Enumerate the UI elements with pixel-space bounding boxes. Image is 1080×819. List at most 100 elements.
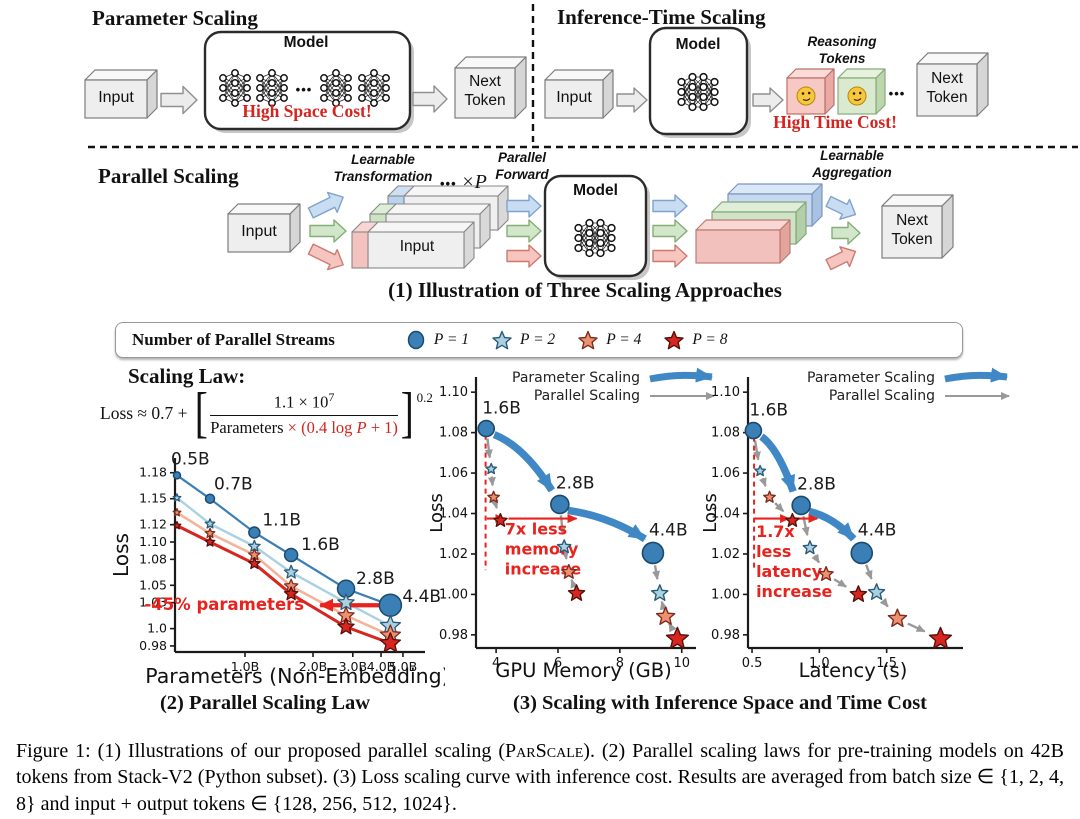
neural-network-icon: [574, 218, 616, 258]
parallel-scaling-law-chart: 1.18 1.15 1.12 1.10 1.08 1.05 1.03 1.0 0.98 1.0B 2…: [109, 449, 445, 688]
svg-text:1.00: 1.00: [439, 587, 468, 602]
gpu-memory-chart: 1.10 1.08 1.06 1.04 1.02 1.00 0.98 4 6 8 10 Loss GPU…: [430, 367, 715, 682]
parallel-scaling-panel: [227, 174, 954, 280]
svg-text:Parameter Scaling: Parameter Scaling: [512, 370, 640, 386]
reasoning-token-red-cube: [786, 68, 835, 115]
svg-text:1.06: 1.06: [711, 466, 740, 481]
svg-text:5.0B: 5.0B: [389, 659, 417, 674]
svg-text:3.0B: 3.0B: [339, 659, 367, 674]
p8-star-marker: [664, 330, 685, 350]
legend-item-p4: P = 4: [577, 329, 641, 351]
ellipsis: •••: [295, 82, 313, 97]
stacked-input-label: Input: [399, 238, 435, 255]
svg-text:1.08: 1.08: [711, 426, 740, 441]
svg-text:1.06: 1.06: [439, 466, 468, 481]
svg-text:4.4B: 4.4B: [858, 520, 897, 540]
svg-text:1.08: 1.08: [439, 426, 468, 441]
arrow-icon: [752, 87, 784, 113]
stacked-input-boxes: [351, 185, 509, 269]
arrow-icon: [412, 85, 448, 113]
parallel-forward-arrows: [506, 194, 542, 268]
svg-text:1.10: 1.10: [439, 385, 468, 400]
learnable-transformation-label: Learnable Transformation: [333, 152, 433, 184]
diagram-graphics: [84, 4, 1078, 280]
reasoning-tokens-label: Reasoning Tokens: [807, 34, 877, 66]
formula-numerator: 1.1 × 107: [210, 390, 398, 416]
next-token-label: Next Token: [926, 70, 968, 106]
inference-time-scaling-panel: [544, 26, 989, 138]
svg-text:1.08: 1.08: [139, 551, 167, 566]
next-token-box: [916, 52, 989, 117]
svg-text:Parameter Scaling: Parameter Scaling: [807, 370, 935, 386]
formula-lhs: Loss ≈ 0.7 +: [100, 403, 188, 424]
ellipsis: •••: [440, 176, 457, 191]
thinking-face-icon: [847, 86, 867, 106]
next-token-label: Next Token: [891, 212, 933, 248]
p1-circle-marker: [407, 330, 425, 350]
legend-item-p1: P = 1: [405, 329, 469, 351]
svg-text:1.15: 1.15: [139, 491, 167, 506]
svg-text:1.0: 1.0: [147, 621, 167, 636]
next-token-box: [454, 56, 527, 119]
svg-text:2.8B: 2.8B: [797, 474, 836, 494]
model-box: [543, 174, 650, 280]
svg-text:2.8B: 2.8B: [356, 569, 395, 589]
svg-text:8: 8: [616, 656, 624, 671]
svg-text:Loss: Loss: [430, 493, 447, 532]
formula-denominator: Parameters × (0.4 log P + 1): [210, 417, 398, 437]
svg-text:Parallel Scaling: Parallel Scaling: [829, 388, 935, 404]
next-token-label: Next Token: [464, 73, 506, 109]
svg-text:0.98: 0.98: [139, 638, 167, 653]
dashed-separators: [88, 4, 1078, 149]
svg-text:Parallel Scaling: Parallel Scaling: [534, 388, 640, 404]
parscale-smallcaps: ParScale: [505, 740, 584, 762]
svg-text:2.0B: 2.0B: [299, 659, 327, 674]
svg-text:1.04: 1.04: [711, 507, 740, 522]
formula-fraction: 1.1 × 107 Parameters × (0.4 log P + 1): [210, 390, 398, 438]
figure-caption: Figure 1: (1) Illustrations of our propo…: [16, 740, 1064, 815]
svg-text:1.12: 1.12: [139, 517, 167, 532]
svg-text:1.00: 1.00: [711, 587, 740, 602]
legend-title: Number of Parallel Streams: [132, 330, 335, 349]
p4-star-marker: [578, 330, 598, 350]
arrow-icon: [160, 85, 198, 115]
svg-text:less: less: [756, 542, 791, 561]
svg-text:0.98: 0.98: [711, 628, 740, 643]
svg-text:1.0B: 1.0B: [231, 659, 259, 674]
scaling-law-formula: Loss ≈ 0.7 + [ 1.1 × 107 Parameters × (0…: [100, 382, 433, 444]
chart3-caption: (3) Scaling with Inference Space and Tim…: [513, 692, 927, 714]
learnable-aggregation-label: Learnable Aggregation: [812, 148, 892, 180]
neural-network-icons: [219, 69, 390, 107]
svg-text:1.7x: 1.7x: [756, 522, 795, 541]
svg-text:4.0B: 4.0B: [367, 659, 395, 674]
input-box: [227, 203, 301, 253]
output-stream-boxes: [695, 183, 823, 264]
svg-text:1.02: 1.02: [439, 547, 468, 562]
legend-item-label: P = 8: [692, 331, 728, 348]
legend-item-p2: P = 2: [491, 329, 555, 351]
model-box: [203, 30, 414, 133]
svg-text:2.8B: 2.8B: [556, 473, 595, 493]
legend-item-label: P = 2: [520, 331, 556, 348]
ellipsis: •••: [888, 86, 906, 101]
next-token-box: [881, 194, 954, 259]
transformation-arrows: [307, 191, 347, 271]
right-bracket: ]: [400, 382, 414, 444]
svg-text:1.02: 1.02: [711, 547, 740, 562]
svg-text:4.4B: 4.4B: [402, 587, 441, 607]
svg-text:6: 6: [554, 656, 562, 671]
svg-text:Parameters (Non-Embedding): Parameters (Non-Embedding): [145, 664, 445, 688]
model-label: Model: [283, 34, 329, 51]
svg-text:0.7B: 0.7B: [214, 475, 253, 495]
time-cost-warning: High Time Cost!: [773, 112, 897, 132]
legend-item-p8: P = 8: [663, 329, 728, 351]
model-label: Model: [573, 182, 618, 199]
svg-text:1.1B: 1.1B: [262, 510, 301, 530]
chart2-caption: (2) Parallel Scaling Law: [159, 692, 371, 714]
parallel-scaling-title: Parallel Scaling: [98, 164, 239, 188]
svg-text:increase: increase: [756, 582, 832, 601]
times-p-math: ×P: [461, 171, 487, 193]
latency-chart: 1.10 1.08 1.06 1.04 1.02 1.00 0.980.5 1.0 1.5 Los…: [700, 367, 1010, 682]
parameter-scaling-title: Parameter Scaling: [92, 6, 258, 30]
input-label: Input: [98, 89, 134, 106]
